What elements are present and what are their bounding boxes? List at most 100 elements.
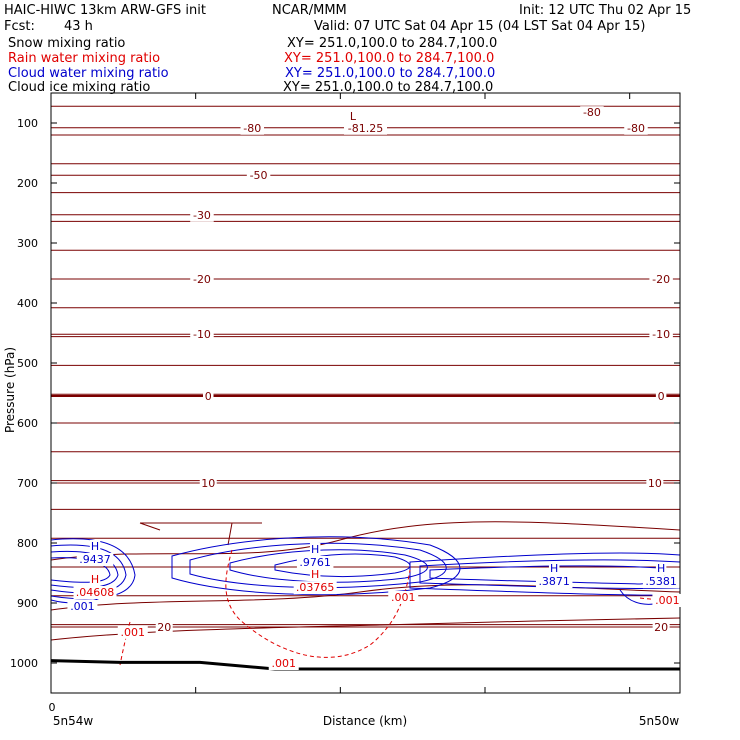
rain-water-label: .001 <box>391 591 416 604</box>
cloud-water-max-marker-bg <box>89 540 101 553</box>
cloud-water-contour <box>171 536 461 596</box>
isotherm-label: L <box>350 110 357 123</box>
isotherm-label-bg <box>155 621 173 634</box>
y-tick-label: 500 <box>17 357 38 370</box>
rain-water-max-value-bg <box>73 586 117 599</box>
isotherm-label: 20 <box>157 621 171 634</box>
x-start-tick-label: 0 <box>49 701 56 714</box>
isotherm-label: -30 <box>193 209 211 222</box>
isotherm-label: -80 <box>243 122 261 135</box>
rain-water-max-value: .04608 <box>76 586 115 599</box>
cloud-water-max-value-bg <box>535 575 573 589</box>
cloud-water-max-marker-bg <box>655 562 667 576</box>
isotherm-label-bg <box>344 121 387 135</box>
cloud-water-label-bg <box>67 600 98 613</box>
rain-water-max-marker: H <box>91 573 99 586</box>
rain-water-label-bg <box>388 591 419 604</box>
cloud-water-max-marker: H <box>550 562 558 575</box>
init-time: Init: 12 UTC Thu 02 Apr 15 <box>519 3 692 18</box>
isotherm-lowlevel <box>50 521 681 561</box>
field-xy-cloud-ice: XY= 251.0,100.0 to 284.7,100.0 <box>283 80 494 95</box>
x-axis-label: Distance (km) <box>323 714 407 728</box>
field-xy-rain: XY= 251.0,100.0 to 284.7,100.0 <box>284 51 495 66</box>
isotherm-label-bg <box>655 390 667 403</box>
y-tick-label: 100 <box>17 117 38 130</box>
isotherm-label: -81.25 <box>348 122 383 135</box>
isotherm-label-bg <box>246 169 271 183</box>
field-name-cloud-water: Cloud water mixing ratio <box>8 66 169 81</box>
isotherm-label-bg <box>649 328 673 342</box>
cloud-water-max-marker: H <box>657 562 665 575</box>
isotherm-fragment <box>139 522 262 546</box>
isotherm-label-bg <box>190 208 214 222</box>
cloud-water-max-value: .9761 <box>299 556 331 569</box>
label-layer: -80 -80 -80 L-81.25 -50 -30 -20 -20 -10 -10 0 0 10 10… <box>67 106 683 670</box>
rain-water-label: .001 <box>271 657 296 670</box>
isotherm-label-bg <box>652 621 670 634</box>
rain-water-label-bg <box>117 625 148 639</box>
org-label: NCAR/MMM <box>272 3 347 18</box>
cloud-water-max-marker-bg <box>309 543 321 556</box>
field-name-cloud-ice: Cloud ice mixing ratio <box>8 80 151 95</box>
model-title: HAIC-HIWC 13km ARW-GFS init <box>4 3 206 18</box>
rain-water-max-value-bg <box>293 581 337 595</box>
isotherm-label-bg <box>190 328 214 342</box>
y-tick-label: 900 <box>17 597 38 610</box>
cloud-water-max-marker-bg <box>548 562 560 576</box>
isotherm-label-bg <box>580 106 604 120</box>
y-axis-label: Pressure (hPa) <box>3 347 17 433</box>
forecast-hour: 43 h <box>64 19 93 34</box>
rain-water-contour <box>225 549 411 658</box>
isotherm-label-bg <box>347 109 359 123</box>
isotherm-label-bg <box>203 390 214 403</box>
cloud-water-max-value-bg <box>76 553 114 566</box>
isotherm-label: 0 <box>658 390 665 403</box>
isotherm-label: 0 <box>205 390 212 403</box>
y-tick-label: 600 <box>17 417 38 430</box>
cloud-water-max-marker: H <box>91 540 99 553</box>
cloud-water-max-marker: H <box>311 543 319 556</box>
x-right-location-label: 5n50w <box>639 714 680 728</box>
isotherm-label: 10 <box>201 477 215 490</box>
cloud-water-max-value-bg <box>642 575 680 589</box>
y-tick-label: 700 <box>17 477 38 490</box>
y-tick-label: 1000 <box>10 657 38 670</box>
contour-layer <box>50 105 681 671</box>
isotherm-label-bg <box>240 121 265 135</box>
isotherm-label: -20 <box>193 273 211 286</box>
isotherm-label: -10 <box>193 328 211 341</box>
rain-water-max-value: .03765 <box>296 581 335 594</box>
isotherm-label-bg <box>646 477 664 490</box>
isotherm-label: 20 <box>654 621 668 634</box>
cloud-water-max-value: .3871 <box>538 575 570 588</box>
rain-water-label: .001 <box>655 594 680 607</box>
isotherm-label-bg <box>649 273 673 286</box>
isotherm-label-bg <box>190 273 214 286</box>
rain-water-max-marker: H <box>311 568 319 581</box>
valid-time: Valid: 07 UTC Sat 04 Apr 15 (04 LST Sat … <box>314 19 646 34</box>
cloud-water-contour <box>274 553 411 578</box>
isotherm-label: -80 <box>583 106 601 119</box>
isotherm-label-bg <box>199 477 217 490</box>
field-xy-cloud-water: XY= 251.0,100.0 to 284.7,100.0 <box>285 66 496 81</box>
cloud-water-max-value: .5381 <box>645 575 677 588</box>
forecast-label: Fcst: <box>4 19 35 34</box>
isotherm-label-bg <box>624 121 648 135</box>
x-left-location-label: 5n54w <box>53 714 94 728</box>
y-tick-label: 200 <box>17 177 38 190</box>
cloud-water-label: .001 <box>70 600 95 613</box>
field-xy-snow: XY= 251.0,100.0 to 284.7,100.0 <box>287 36 498 51</box>
rain-water-max-marker-bg <box>309 568 321 582</box>
cloud-water-contour <box>229 549 428 583</box>
rain-water-label-bg <box>268 657 299 670</box>
rain-water-max-marker-bg <box>89 573 101 586</box>
cloud-water-max-value: .9437 <box>79 553 111 566</box>
isotherm-label: -80 <box>627 122 645 135</box>
y-tick-label: 400 <box>17 297 38 310</box>
isotherm-label: -20 <box>652 273 670 286</box>
rain-water-label: .001 <box>121 626 146 639</box>
y-tick-label: 800 <box>17 537 38 550</box>
cloud-water-max-value-bg <box>296 556 334 569</box>
